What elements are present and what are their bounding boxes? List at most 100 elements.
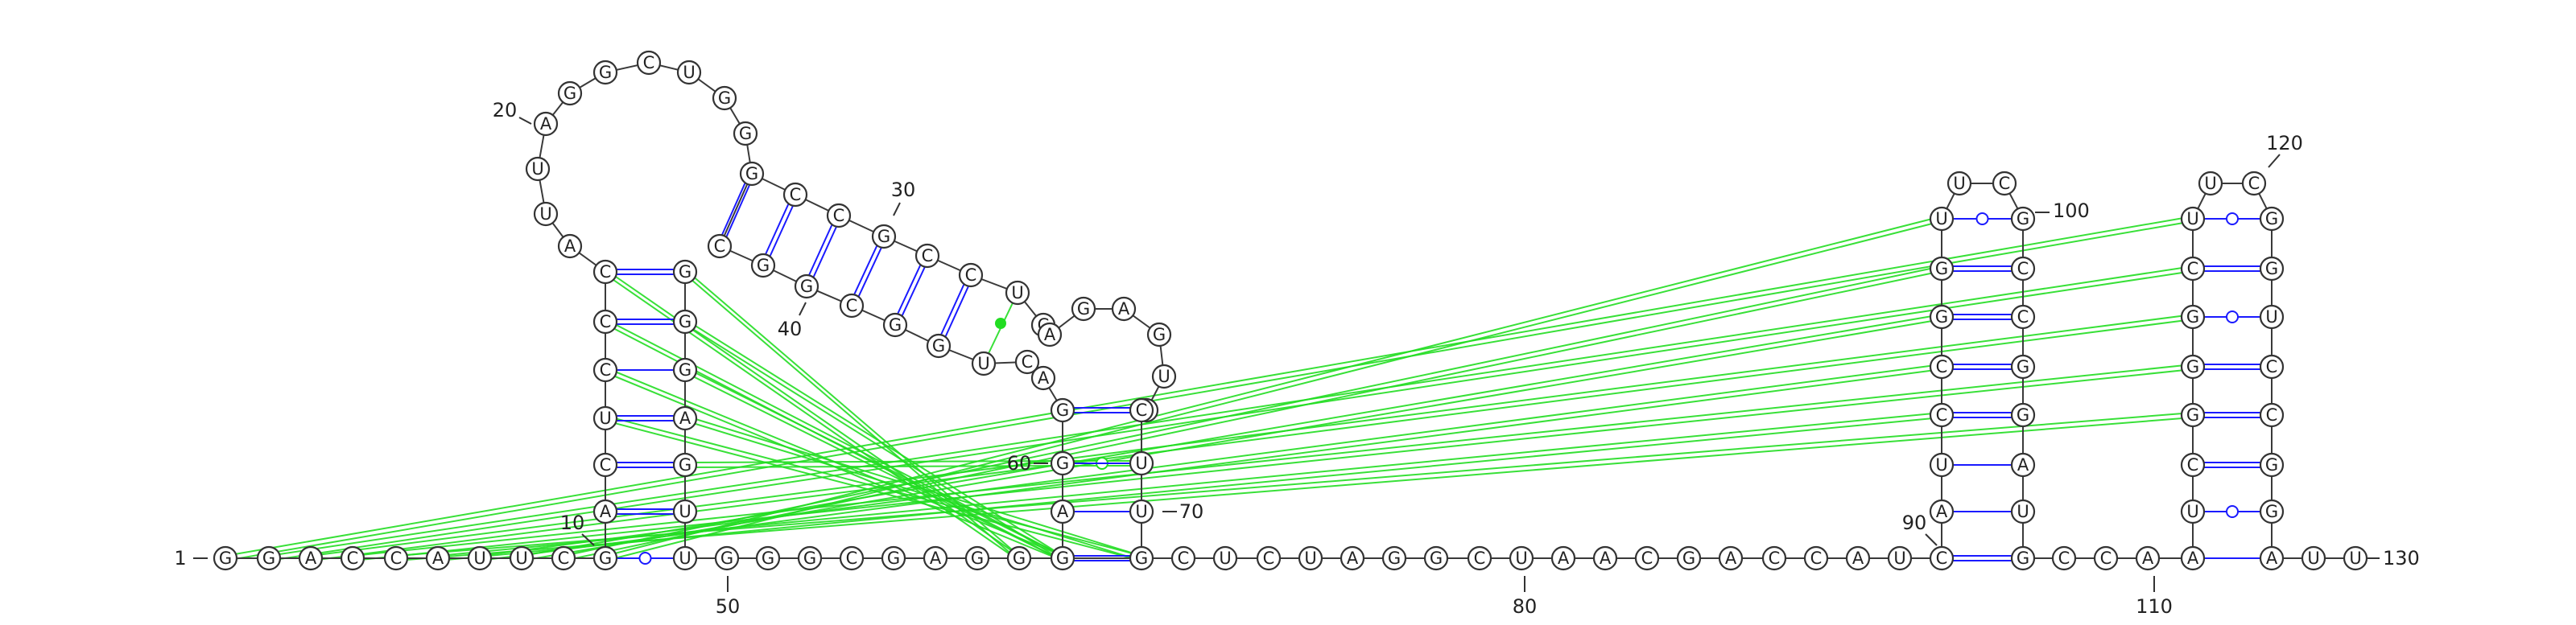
nucleotide-s2r0: G <box>2259 499 2285 524</box>
nucleotide-b36: C <box>1761 545 1787 571</box>
svg-text:C: C <box>1263 549 1275 568</box>
svg-text:G: G <box>1056 401 1069 420</box>
index-label-120: 120 <box>2266 132 2303 154</box>
index-label-20: 20 <box>493 99 518 121</box>
nucleotide-lp7: U <box>676 60 702 85</box>
svg-text:U: U <box>977 354 989 373</box>
svg-text:C: C <box>643 53 655 72</box>
svg-text:C: C <box>1936 357 1948 376</box>
nucleotide-cr1: U <box>1129 450 1154 476</box>
svg-text:G: G <box>564 84 576 103</box>
svg-text:G: G <box>219 549 232 568</box>
svg-text:G: G <box>800 277 813 296</box>
svg-text:G: G <box>877 227 890 246</box>
svg-text:C: C <box>2266 405 2278 425</box>
nucleotide-b33: C <box>1634 545 1660 571</box>
nucleotide-ll4: C <box>592 309 618 335</box>
svg-text:A: A <box>1936 502 1948 521</box>
svg-text:A: A <box>1057 502 1069 521</box>
svg-text:G: G <box>971 549 984 568</box>
nucleotide-b18: G <box>964 545 990 571</box>
nucleotide-b19: G <box>1006 545 1032 571</box>
nucleotide-s2l0: U <box>2180 499 2206 524</box>
nucleotide-s1r2: G <box>2010 402 2036 428</box>
svg-text:C: C <box>2017 259 2029 278</box>
nucleotide-b48: U <box>2343 545 2368 571</box>
nucleotide-b4: C <box>340 545 365 571</box>
nucleotide-cr0: C <box>1129 397 1154 423</box>
nucleotide-lp0: A <box>557 233 583 259</box>
nucleotide-b43: C <box>2093 545 2119 571</box>
svg-text:G: G <box>2017 209 2029 228</box>
svg-text:G: G <box>1135 549 1148 568</box>
nucleotide-b47: U <box>2301 545 2326 571</box>
nucleotide-lr3: G <box>672 357 698 383</box>
svg-text:A: A <box>1044 325 1056 344</box>
svg-text:U: U <box>2017 502 2029 521</box>
svg-text:C: C <box>600 262 612 282</box>
svg-text:G: G <box>1682 549 1695 568</box>
nucleotide-s1r3: G <box>2010 354 2036 380</box>
svg-text:G: G <box>2265 455 2278 475</box>
svg-text:G: G <box>679 262 691 282</box>
nucleotide-ll0: A <box>592 499 618 524</box>
nucleotide-sj8: C <box>1014 349 1040 375</box>
nucleotide-b32: A <box>1592 545 1618 571</box>
svg-text:A: A <box>305 549 317 568</box>
nucleotide-s2t0: U <box>2198 171 2223 196</box>
nucleotide-s2r6: G <box>2259 206 2285 232</box>
nucleotide-s2r3: C <box>2259 354 2285 380</box>
svg-text:A: A <box>564 236 576 256</box>
nucleotide-lp1: U <box>533 201 559 227</box>
index-label-110: 110 <box>2136 595 2173 618</box>
nucleotide-du1: C <box>782 182 808 208</box>
svg-text:G: G <box>2017 357 2029 376</box>
svg-text:C: C <box>2187 259 2199 278</box>
nucleotide-b46: A <box>2259 545 2285 571</box>
svg-text:G: G <box>2186 405 2199 425</box>
svg-text:U: U <box>2265 307 2277 327</box>
nucleotide-ll5: C <box>592 259 618 285</box>
svg-text:U: U <box>2204 174 2216 193</box>
svg-text:A: A <box>679 409 691 428</box>
svg-text:U: U <box>473 549 485 568</box>
svg-text:A: A <box>600 502 612 521</box>
index-label-30: 30 <box>891 179 916 201</box>
nucleotide-b26: A <box>1340 545 1365 571</box>
index-labels: 1 10 20 30 40 50 60 70 80 90 100 110 <box>174 99 2419 618</box>
svg-text:U: U <box>515 549 527 568</box>
nucleotide-b23: U <box>1212 545 1238 571</box>
nucleotide-ll1: C <box>592 452 618 478</box>
svg-text:G: G <box>762 549 774 568</box>
nucleotide-b15: C <box>839 545 865 571</box>
svg-text:C: C <box>600 312 612 331</box>
svg-text:U: U <box>679 549 691 568</box>
nucleotide-lr2: A <box>672 405 698 431</box>
nucleotide-s1l6: U <box>1929 206 1955 232</box>
svg-text:C: C <box>833 206 845 225</box>
svg-text:G: G <box>2017 549 2029 568</box>
index-label-50: 50 <box>716 595 741 618</box>
nucleotide-s1t1: C <box>1992 171 2017 196</box>
svg-text:G: G <box>887 549 900 568</box>
svg-text:A: A <box>1118 299 1130 319</box>
svg-text:G: G <box>1077 299 1090 319</box>
svg-text:C: C <box>2187 455 2199 475</box>
svg-text:C: C <box>558 549 570 568</box>
nucleotide-dl3: C <box>839 293 865 319</box>
svg-text:A: A <box>2266 549 2278 568</box>
svg-text:G: G <box>1935 307 1948 327</box>
svg-text:A: A <box>2142 549 2154 568</box>
svg-text:C: C <box>846 549 858 568</box>
nucleotide-b35: A <box>1718 545 1744 571</box>
nucleotide-lp5: G <box>592 60 618 85</box>
base-pairs <box>617 183 2260 565</box>
nucleotide-b12: G <box>714 545 740 571</box>
svg-text:A: A <box>1038 368 1050 388</box>
svg-text:G: G <box>1430 549 1443 568</box>
svg-text:A: A <box>1852 549 1864 568</box>
nucleotide-s2l2: G <box>2180 402 2206 428</box>
nucleotide-b28: G <box>1423 545 1449 571</box>
index-label-40: 40 <box>778 318 803 340</box>
